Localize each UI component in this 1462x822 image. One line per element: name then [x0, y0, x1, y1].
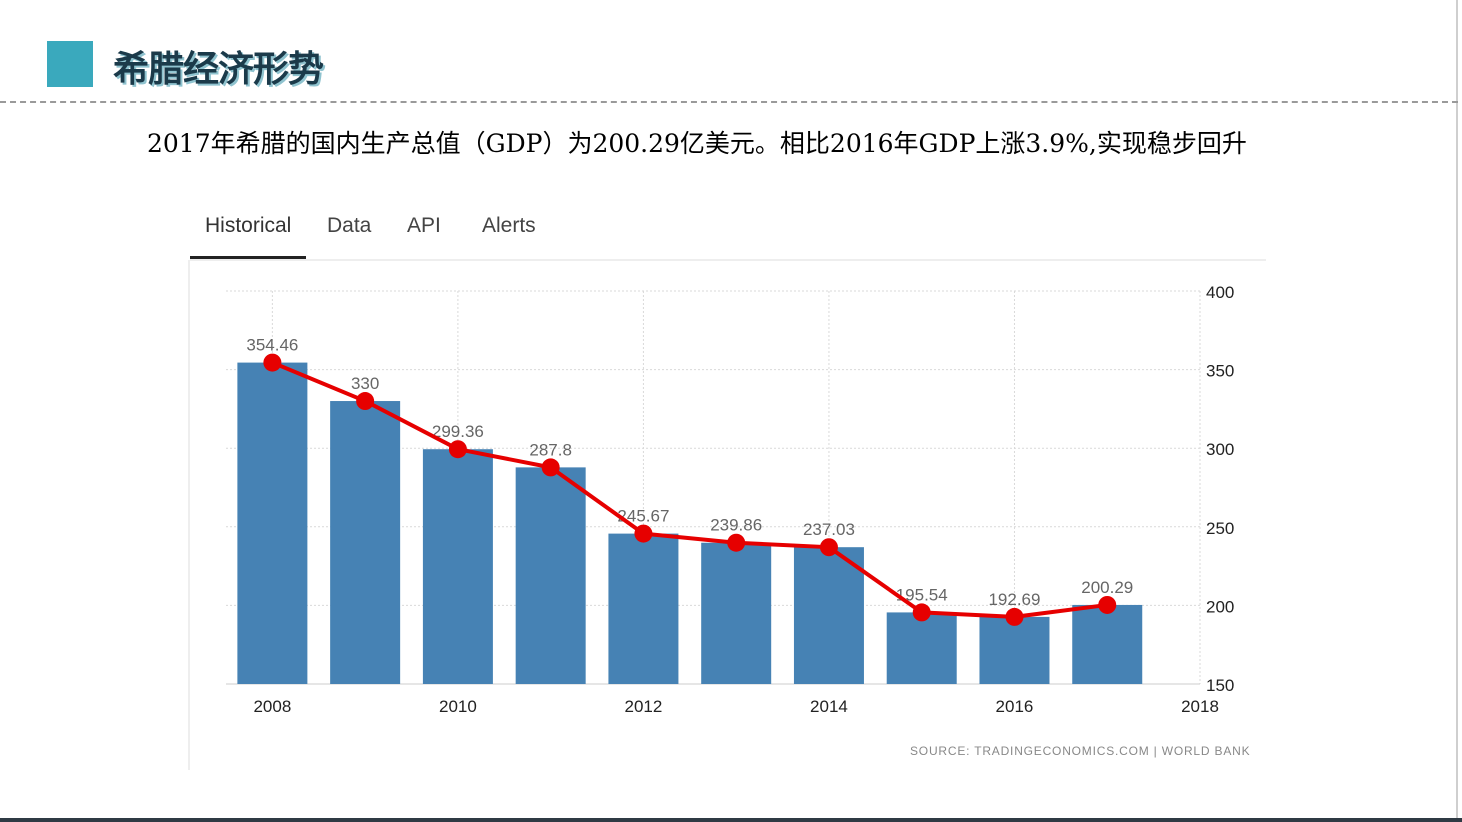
chart-frame-edge — [188, 260, 190, 770]
bar — [701, 542, 772, 684]
data-label: 200.29 — [1081, 578, 1133, 597]
y-tick-label: 250 — [1206, 519, 1234, 538]
data-label: 195.54 — [896, 585, 948, 604]
bar — [1072, 604, 1143, 684]
trend-point — [819, 538, 838, 557]
trend-point — [1098, 595, 1117, 614]
data-label: 287.8 — [529, 440, 572, 459]
trend-point — [356, 392, 375, 411]
x-tick-label: 2010 — [439, 697, 477, 716]
active-tab-indicator — [190, 256, 306, 259]
bar — [979, 616, 1050, 684]
bar — [886, 612, 957, 684]
tab-data[interactable]: Data — [327, 214, 372, 237]
x-tick-label: 2016 — [996, 697, 1034, 716]
bar — [422, 449, 493, 684]
x-tick-label: 2018 — [1181, 697, 1219, 716]
trend-line — [271, 360, 1108, 619]
data-label: 299.36 — [432, 422, 484, 441]
data-label: 239.86 — [710, 516, 762, 535]
bottom-border — [0, 818, 1462, 822]
trend-point — [634, 524, 653, 543]
data-label: 245.67 — [617, 507, 669, 526]
title-divider — [0, 101, 1458, 103]
trend-point — [448, 440, 467, 459]
page-subtitle: 2017年希腊的国内生产总值（GDP）为200.29亿美元。相比2016年GDP… — [147, 129, 1247, 158]
y-tick-label: 200 — [1206, 597, 1234, 616]
data-label: 330 — [351, 374, 379, 393]
x-tick-label: 2012 — [625, 697, 663, 716]
chart-source: SOURCE: TRADINGECONOMICS.COM | WORLD BAN… — [910, 744, 1251, 758]
trend-point — [541, 458, 560, 477]
data-label: 237.03 — [803, 520, 855, 539]
tab-alerts[interactable]: Alerts — [482, 214, 536, 237]
bar — [330, 401, 401, 684]
tab-api[interactable]: API — [407, 214, 441, 237]
bar — [515, 467, 586, 684]
page-title: 希腊经济形势 — [113, 49, 324, 90]
y-tick-label: 150 — [1206, 676, 1234, 695]
x-tick-label: 2014 — [810, 697, 848, 716]
trend-point — [263, 353, 282, 372]
x-tick-label: 2008 — [253, 697, 291, 716]
bar — [793, 547, 864, 684]
tab-historical[interactable]: Historical — [205, 214, 292, 237]
trend-point — [1005, 607, 1024, 626]
trend-point — [727, 533, 746, 552]
trend-point — [912, 603, 931, 622]
data-label: 354.46 — [246, 336, 298, 355]
bar — [237, 362, 308, 684]
chart-tabs: Historical Data API Alerts — [190, 206, 1266, 261]
y-tick-label: 300 — [1206, 440, 1234, 459]
right-border — [1456, 0, 1458, 822]
y-tick-label: 400 — [1206, 283, 1234, 302]
bar — [608, 533, 679, 684]
y-tick-label: 350 — [1206, 362, 1234, 381]
title-accent-block — [47, 41, 93, 87]
data-label: 192.69 — [988, 590, 1040, 609]
